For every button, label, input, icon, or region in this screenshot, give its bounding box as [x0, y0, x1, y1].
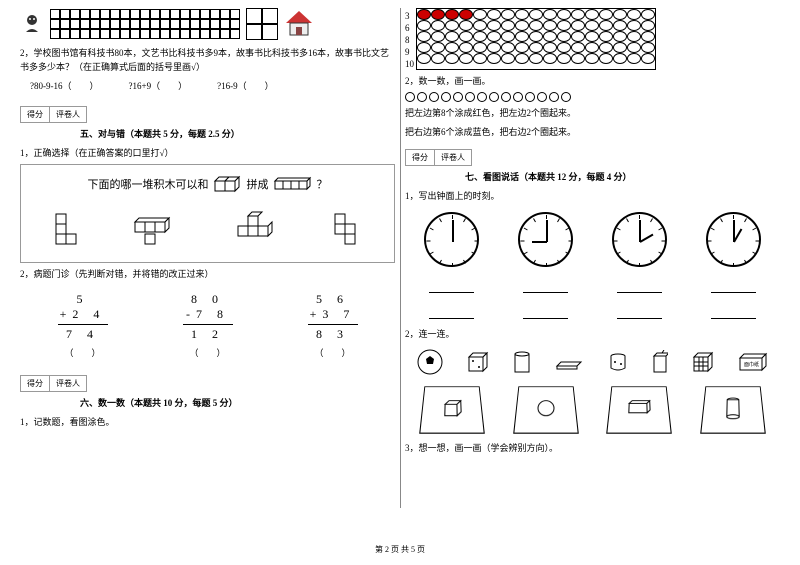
circles-row: [405, 92, 780, 102]
dice-icon: [467, 351, 489, 373]
abacus-labels: 3 6 8 9 10: [405, 8, 414, 70]
tissue-box-icon: 面巾纸: [738, 352, 768, 372]
math-problems: 5 +2 4 7 4 （ ） 8 0 -7 8 1 2 （ ） 5 6 +3 7…: [20, 292, 395, 359]
blank-lines-1: [405, 275, 780, 293]
column-divider: [400, 8, 401, 508]
shape-box-3: [607, 386, 673, 433]
formula-1: ?80-9-16（ ）: [30, 79, 99, 92]
paren: （ ）: [58, 346, 108, 359]
score-label: 得分: [21, 376, 50, 391]
right-column: 3 6 8 9 10 2，数一数，画一画。 把左边第8个涂成红色，把左边2个圈起…: [405, 8, 780, 459]
cube-icon-1: [213, 171, 243, 196]
section-5-title: 五、对与错（本题共 5 分，每题 2.5 分）: [80, 127, 395, 140]
svg-text:面巾纸: 面巾纸: [744, 361, 759, 368]
avatar-icon: [20, 12, 44, 36]
q6-1-text: 1，记数题，看图涂色。: [20, 415, 395, 429]
can-icon: [513, 350, 531, 374]
clocks-row: [405, 212, 780, 267]
cube-opt-1: [48, 206, 88, 246]
q7-3-text: 3，想一想，画一画（学会辨别方向）。: [405, 441, 780, 455]
q2r-text: 2，数一数，画一画。: [405, 74, 780, 88]
abacus-grid: [416, 8, 656, 70]
math-prob-3: 5 6 +3 7 8 3 （ ）: [308, 292, 358, 359]
shape-box-1: [419, 386, 485, 433]
question-2-text: 2，学校图书馆有科技书80本，文艺书比科技书多9本，故事书比科技书多16本，故事…: [20, 46, 395, 75]
left-column: 2，学校图书馆有科技书80本，文艺书比科技书多9本，故事书比科技书多16本，故事…: [20, 8, 395, 459]
score-box-7: 得分 评卷人: [405, 149, 472, 166]
formula-3: ?16-9（ ）: [217, 79, 274, 92]
q5-1-text: 1，正确选择（在正确答案的口里打√）: [20, 146, 395, 160]
cube-icon-2: [273, 171, 313, 196]
blocks-figure: [20, 8, 395, 40]
math-prob-2: 8 0 -7 8 1 2 （ ）: [183, 292, 233, 359]
cube-q-text: 下面的哪一堆积木可以和: [88, 176, 209, 192]
juice-box-icon: [652, 350, 668, 374]
q2r-instr1: 把左边第8个涂成红色，把左边2个圈起来。: [405, 106, 780, 120]
section-6-title: 六、数一数（本题共 10 分，每题 5 分）: [80, 396, 395, 409]
abacus-figure: 3 6 8 9 10: [405, 8, 780, 70]
score-label: 得分: [21, 107, 50, 122]
jar-icon: [608, 352, 628, 372]
q2r-instr2: 把右边第6个涂成蓝色，把右边2个圈起来。: [405, 125, 780, 139]
cube-opt-2: [131, 206, 191, 246]
reviewer-label: 评卷人: [50, 107, 86, 122]
paren: （ ）: [308, 346, 358, 359]
reviewer-label: 评卷人: [50, 376, 86, 391]
score-box-6: 得分 评卷人: [20, 375, 87, 392]
cube-opt-4: [327, 206, 367, 246]
page-footer: 第 2 页 共 5 页: [0, 544, 800, 555]
cube-opt-3: [234, 206, 284, 246]
score-label: 得分: [406, 150, 435, 165]
blank-lines-2: [405, 301, 780, 319]
q5-2-text: 2，病题门诊（先判断对错，并将错的改正过来）: [20, 267, 395, 281]
reviewer-label: 评卷人: [435, 150, 471, 165]
cube-options: [27, 206, 388, 246]
separate-blocks: [246, 8, 278, 40]
items-row: 面巾纸: [405, 349, 780, 375]
house-icon: [284, 9, 314, 39]
score-box-5: 得分 评卷人: [20, 106, 87, 123]
formula-2: ?16+9（ ）: [129, 79, 188, 92]
formula-options: ?80-9-16（ ） ?16+9（ ） ?16-9（ ）: [30, 79, 395, 92]
rubiks-cube-icon: [692, 351, 714, 373]
section-7-title: 七、看图说话（本题共 12 分，每题 4 分）: [465, 170, 780, 183]
shape-box-4: [700, 386, 766, 433]
paren: （ ）: [183, 346, 233, 359]
cubes-question-box: 下面的哪一堆积木可以和 拼成 ？: [20, 164, 395, 263]
q7-1-text: 1，写出钟面上的时刻。: [405, 189, 780, 203]
soccer-ball-icon: [417, 349, 443, 375]
q7-2-text: 2，连一连。: [405, 327, 780, 341]
shape-box-2: [513, 386, 579, 433]
eraser-icon: [555, 354, 583, 370]
cube-q-text2: 拼成: [247, 176, 269, 192]
math-prob-1: 5 +2 4 7 4 （ ）: [58, 292, 108, 359]
grid-pattern: [50, 9, 240, 39]
shape-boxes-row: [405, 383, 780, 433]
question-mark: ？: [317, 176, 328, 192]
